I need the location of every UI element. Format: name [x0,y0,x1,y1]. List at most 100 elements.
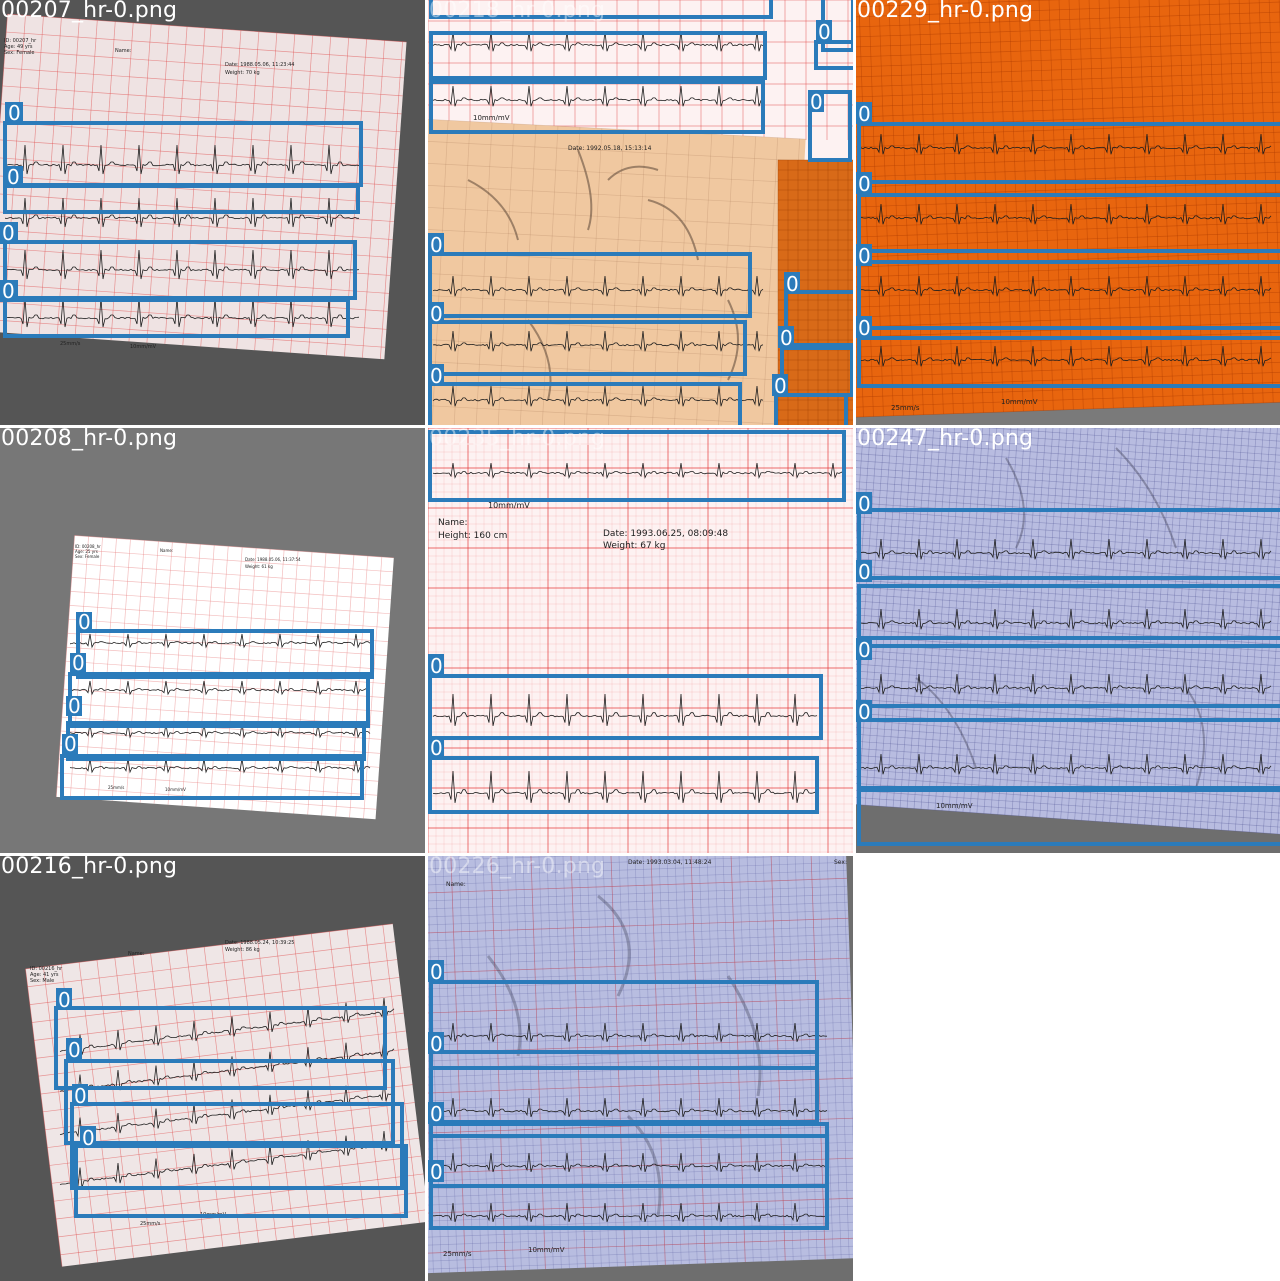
ecg-image-00207: ID: 00207_hr Age: 49 yrs Sex: Female Nam… [0,0,425,425]
ecg-trace [69,758,371,774]
svg-text:10mm/mV: 10mm/mV [528,1246,565,1254]
class-label [856,638,872,660]
svg-text:Sex: Female: Sex: Female [4,50,34,56]
svg-text:Name:: Name: [128,951,145,957]
svg-text:0: 0 [780,326,793,350]
svg-text:Date: 1988.05.06, 11:37:54: Date: 1988.05.06, 11:37:54 [245,557,301,562]
svg-text:Weight: 86 kg: Weight: 86 kg [225,947,260,953]
detection-box [60,754,364,800]
class-label [66,1038,82,1060]
tile-00208: ID: 00208_hr Age: 25 yrs Sex: Female Nam… [0,428,425,853]
svg-text:Age: 41 yrs: Age: 41 yrs [30,972,59,978]
svg-text:0: 0 [68,1038,81,1062]
tile-00235: 10mm/mV Name: Height: 160 cm Date: 1993.… [428,428,853,853]
svg-text:ID: 00207_hr: ID: 00207_hr [4,38,37,44]
ecg-trace [69,680,371,696]
class-label [428,1032,444,1054]
class-label [784,272,800,294]
class-label [808,90,824,112]
ecg-trace [432,385,764,407]
detection-box [429,980,819,1070]
detection-box [857,786,1280,846]
svg-text:Sex:: Sex: [834,859,847,866]
ecg-trace [432,1022,828,1042]
detection-box [74,1144,408,1218]
tile-00218: Date: 1992.05.18, 15:13:14 10mm/mV [428,0,853,425]
empty-tile [856,856,1280,1281]
class-label [816,20,832,42]
detection-box [774,393,848,425]
svg-text:10mm/mV: 10mm/mV [165,787,186,792]
image-filename: 00229_hr-0.png [857,0,1034,23]
class-label [856,316,872,338]
svg-text:Sex: Female: Sex: Female [75,554,100,559]
detection-box [429,80,765,134]
svg-text:0: 0 [430,1160,443,1184]
tile-00216: ID: 00216_hr Age: 41 yrs Sex: Male Name:… [0,856,425,1281]
ecg-trace [69,723,371,739]
detection-box [429,0,773,19]
svg-text:Weight: 67 kg: Weight: 67 kg [603,541,666,551]
svg-text:0: 0 [818,20,831,44]
class-label [856,244,872,266]
class-label [856,172,872,194]
svg-text:Sex: Male: Sex: Male [30,978,54,984]
class-label [0,222,18,244]
svg-text:Date: 1988.05.24, 10:39:25: Date: 1988.05.24, 10:39:25 [225,940,295,946]
svg-text:25mm/s: 25mm/s [108,785,124,790]
image-filename: 00207_hr-0.png [1,0,178,23]
tile-00229: 25mm/s 10mm/mV 0 0 0 0 00229_hr-0.png [856,0,1280,425]
svg-text:Name:: Name: [160,548,173,553]
svg-text:Weight: 70 kg: Weight: 70 kg [225,70,260,76]
svg-text:0: 0 [7,165,20,189]
svg-text:0: 0 [430,233,443,257]
class-label [70,653,86,673]
tile-00207: ID: 00207_hr Age: 49 yrs Sex: Female Nam… [0,0,425,425]
svg-text:0: 0 [430,736,443,760]
ecg-image-00229: 25mm/s 10mm/mV 0 0 0 0 [856,0,1280,425]
svg-text:0: 0 [858,560,871,584]
ecg-image-00208: ID: 00208_hr Age: 25 yrs Sex: Female Nam… [0,428,425,853]
detection-box [808,90,852,162]
svg-text:0: 0 [72,651,85,675]
svg-text:0: 0 [810,90,823,114]
svg-text:Name:: Name: [115,48,132,54]
svg-text:0: 0 [68,694,81,718]
svg-text:0: 0 [858,172,871,196]
svg-text:10mm/mV: 10mm/mV [488,501,530,510]
tile-00226: Date: 1993.03.04, 11:48:24 Name: Sex: 25… [428,856,853,1281]
ecg-trace [59,998,395,1055]
ecg-trace [432,693,818,726]
detection-box [857,193,1280,253]
class-label [428,1102,444,1124]
ecg-trace [860,673,1272,695]
svg-text:Weight: 61 kg: Weight: 61 kg [245,564,273,569]
detection-box [428,756,819,814]
tile-00247: 10mm/mV 0 0 0 0 00247_hr-0.png [856,428,1280,853]
svg-text:0: 0 [430,960,443,984]
svg-text:0: 0 [858,316,871,340]
detection-box [784,290,853,350]
ecg-trace [860,608,1272,630]
svg-text:ID: 00208_hr: ID: 00208_hr [75,544,101,549]
ecg-trace [69,633,371,649]
ecg-image-00226: Date: 1993.03.04, 11:48:24 Name: Sex: 25… [428,856,853,1281]
class-label [5,102,23,124]
svg-text:10mm/mV: 10mm/mV [936,802,973,810]
detection-box [54,1006,387,1090]
class-label [428,736,444,758]
svg-text:0: 0 [8,101,21,125]
svg-text:0: 0 [2,221,15,245]
ecg-trace [4,144,360,175]
class-label [772,374,788,396]
ecg-trace [860,538,1272,560]
class-label [62,734,78,754]
detection-box [857,260,1280,330]
class-label [428,233,444,255]
class-label [778,326,794,348]
detection-box [857,336,1280,388]
class-label [856,102,872,124]
svg-text:Age: 49 yrs: Age: 49 yrs [4,44,33,50]
svg-text:Height: 160 cm: Height: 160 cm [438,531,507,541]
svg-text:0: 0 [858,492,871,516]
